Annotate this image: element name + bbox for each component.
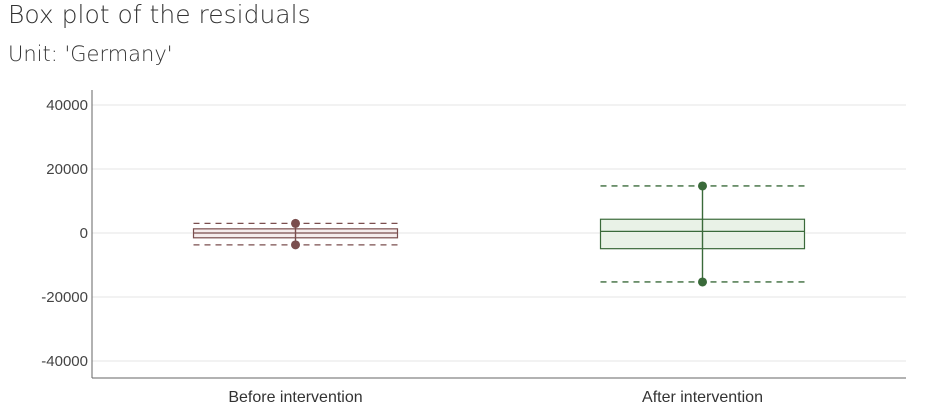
y-tick-label-1: 20000 (46, 161, 88, 178)
box-2-upper-point (698, 181, 707, 191)
x-category-label-2: After intervention (642, 389, 763, 406)
y-tick-label-0: 40000 (46, 97, 88, 114)
box-1-lower-point (291, 240, 300, 250)
chart-subtitle: Unit: 'Germany' (8, 42, 173, 66)
y-tick-label-4: -40000 (41, 353, 88, 370)
y-tick-label-3: -20000 (41, 289, 88, 306)
box-2-lower-point (698, 277, 707, 287)
x-category-label-1: Before intervention (228, 389, 362, 406)
box-1-upper-point (291, 218, 300, 228)
y-tick-label-2: 0 (80, 225, 88, 242)
chart-title: Box plot of the residuals (8, 0, 311, 29)
